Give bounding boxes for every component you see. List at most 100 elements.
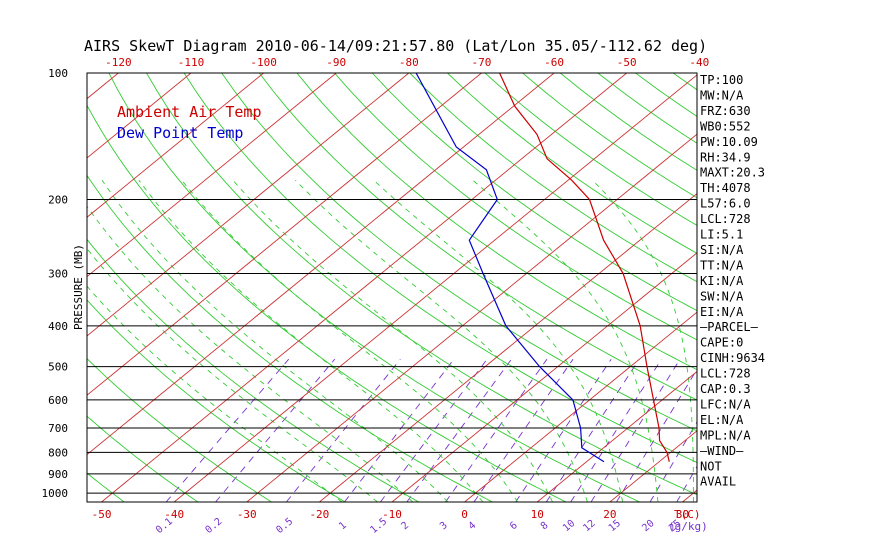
index-item: TT:N/A [700,258,744,272]
dry-adiabat [87,174,493,502]
bottom-temp-tick-label: -50 [92,508,112,521]
moist-adiabat [101,179,449,502]
bottom-temp-tick-label: -10 [382,508,402,521]
index-item: PW:10.09 [700,135,758,149]
isotherm-line [87,73,482,396]
dry-adiabat [87,415,199,502]
isotherm-line [87,73,192,159]
top-temp-tick-label: -80 [399,56,419,69]
dry-adiabat [87,357,272,502]
index-item: EL:N/A [700,413,744,427]
index-item: TH:4078 [700,181,751,195]
pressure-tick-label: 300 [48,267,68,280]
bottom-temp-tick-label: 30 [676,508,689,521]
pressure-tick-label: 200 [48,193,68,206]
isotherm-line [101,73,627,502]
pressure-tick-label: 800 [48,446,68,459]
index-item: SI:N/A [700,243,744,257]
index-item: CAP:0.3 [700,382,751,396]
index-item: LCL:728 [700,212,751,226]
series-line-dew-point-temp [415,73,605,463]
dry-adiabat [409,73,697,283]
isotherm-line [391,252,697,502]
isotherm-line [536,370,697,502]
top-temp-tick-label: -100 [250,56,277,69]
mixing-ratio-label: 1 [337,520,349,532]
isotherm-line [87,73,264,218]
isotherm-line [828,73,870,502]
top-temp-tick-label: -50 [617,56,637,69]
pressure-tick-label: 500 [48,361,68,374]
bottom-temperature-axis: -50 -40 -30 -20 -10 0 10 20 30 [92,508,690,521]
mixing-ratio-label: 0.5 [274,516,295,536]
index-item: WB0:552 [700,119,751,133]
moist-adiabat [87,247,378,502]
top-temp-tick-label: -70 [472,56,492,69]
mixing-ratio-label: 10 [561,518,577,534]
dry-adiabat [221,73,697,432]
dry-adiabat [87,299,346,502]
top-temp-tick-label: -40 [689,56,709,69]
index-item: LI:5.1 [700,228,743,242]
dry-adiabat [748,73,870,502]
isotherm-lines [0,73,870,502]
mixing-ratio-label: 8 [539,520,551,532]
pressure-tick-label: 400 [48,320,68,333]
mixing-ratio-label: 4 [467,520,479,532]
top-temperature-axis: -120 -110 -100 -90 -80 -70 -60 -50 -40 [105,56,709,69]
moist-adiabat [373,179,624,502]
index-item: CINH:9634 [700,351,765,365]
mixing-ratio-line [445,358,548,502]
dry-adiabat [0,73,51,502]
moist-adiabat [87,205,414,502]
mixing-ratio-line [344,358,455,502]
series-line-ambient-air-temp [499,73,670,462]
dry-adiabat [296,73,697,371]
mixing-ratio-label: 3 [438,520,450,532]
moist-adiabat [138,179,484,502]
index-item: KI:N/A [700,274,744,288]
chart-title: AIRS SkewT Diagram 2010-06-14/09:21:57.8… [84,37,707,55]
y-axis-label: PRESSURE (MB) [72,244,85,330]
dry-adiabat [786,73,870,502]
mixing-ratio-label: 20 [640,518,656,534]
bottom-temp-tick-label: -30 [237,508,257,521]
mixing-ratio-line [570,358,662,502]
isobar-lines [87,198,697,494]
top-temp-tick-label: -110 [178,56,205,69]
index-item: MAXT:20.3 [700,166,765,180]
dry-adiabat [87,238,420,502]
isotherm-line [87,73,410,337]
pressure-axis: 100 200 300 400 500 600 700 800 900 1000 [42,67,69,500]
pressure-tick-label: 1000 [42,487,69,500]
moist-adiabat [295,179,588,502]
mixing-ratio-line [616,368,697,502]
dry-adiabat [183,73,697,463]
isotherm-line [0,73,46,502]
mixing-ratio-line [380,358,488,502]
mixing-ratio-label: 12 [581,518,597,534]
dry-adiabat [371,73,697,312]
temp-unit-label: T(C) [674,508,701,521]
bottom-temp-tick-label: 0 [461,508,468,521]
index-item: —WIND— [700,444,744,458]
top-temp-tick-label: -60 [544,56,564,69]
moist-adiabat [181,179,519,502]
index-item: FRZ:630 [700,104,751,118]
legend-item: Ambient Air Temp [117,103,262,121]
pressure-tick-label: 100 [48,67,68,80]
mixing-ratio-label: 2 [399,520,411,532]
dry-adiabat [87,104,567,502]
dry-adiabat [258,73,697,401]
mixing-ratio-line [649,421,697,502]
index-item: LCL:728 [700,367,751,381]
dry-adiabat [334,73,697,341]
index-item: NOT [700,459,722,473]
pressure-tick-label: 900 [48,468,68,481]
mixing-ratio-line [286,358,401,502]
mixing-ratio-line [590,358,681,502]
dry-adiabat [522,73,697,199]
mixing-ratio-unit-label: (g/kg) [668,520,708,533]
